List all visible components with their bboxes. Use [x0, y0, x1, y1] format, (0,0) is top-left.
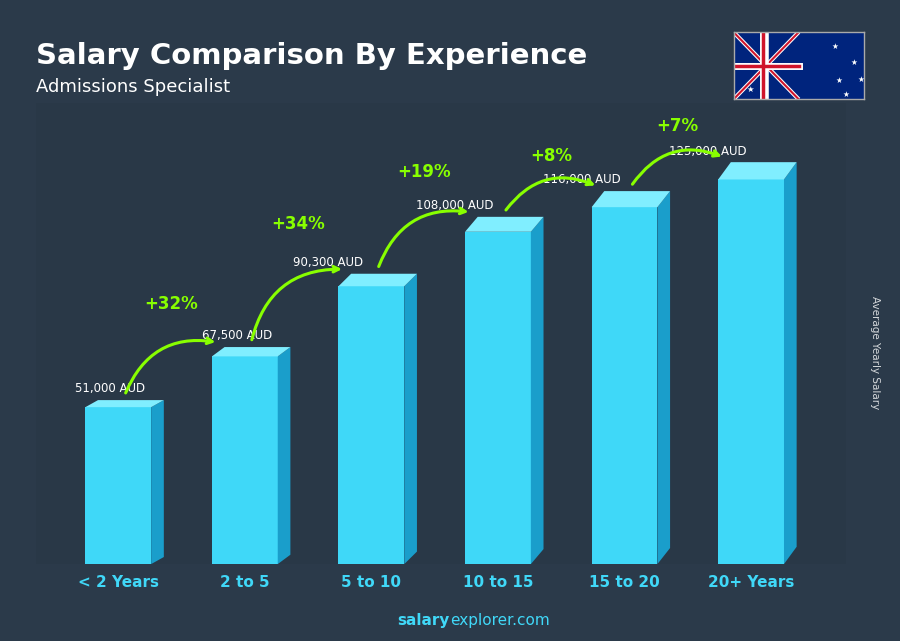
Text: 108,000 AUD: 108,000 AUD — [416, 199, 494, 212]
Text: 51,000 AUD: 51,000 AUD — [76, 383, 146, 395]
Text: Average Yearly Salary: Average Yearly Salary — [869, 296, 880, 409]
Text: Admissions Specialist: Admissions Specialist — [36, 78, 230, 96]
Text: +7%: +7% — [657, 117, 698, 135]
Polygon shape — [404, 274, 417, 564]
Bar — [718, 179, 784, 564]
Polygon shape — [465, 217, 544, 232]
Text: ★: ★ — [850, 58, 858, 67]
Polygon shape — [591, 191, 670, 207]
Polygon shape — [531, 217, 544, 564]
Polygon shape — [718, 162, 796, 179]
Bar — [591, 207, 657, 564]
Polygon shape — [278, 347, 291, 564]
Text: 90,300 AUD: 90,300 AUD — [293, 256, 364, 269]
Text: +19%: +19% — [398, 163, 452, 181]
Text: 125,000 AUD: 125,000 AUD — [670, 145, 747, 158]
Text: ★: ★ — [842, 90, 850, 99]
Bar — [212, 356, 278, 564]
Polygon shape — [151, 400, 164, 564]
Bar — [86, 407, 151, 564]
Polygon shape — [86, 400, 164, 407]
Bar — [338, 287, 404, 564]
Text: ★: ★ — [858, 74, 864, 84]
Text: +32%: +32% — [145, 295, 198, 313]
Polygon shape — [212, 347, 291, 356]
Text: 67,500 AUD: 67,500 AUD — [202, 329, 272, 342]
Text: +34%: +34% — [271, 215, 325, 233]
Text: salary: salary — [398, 613, 450, 628]
Polygon shape — [784, 162, 796, 564]
Text: ★: ★ — [836, 76, 842, 85]
Text: explorer.com: explorer.com — [450, 613, 550, 628]
Text: +8%: +8% — [530, 147, 572, 165]
Text: 116,000 AUD: 116,000 AUD — [543, 174, 620, 187]
Text: Salary Comparison By Experience: Salary Comparison By Experience — [36, 42, 587, 70]
Polygon shape — [657, 191, 670, 564]
Bar — [465, 232, 531, 564]
Text: ★: ★ — [832, 42, 838, 51]
Text: ★: ★ — [746, 85, 753, 94]
Polygon shape — [338, 274, 417, 287]
